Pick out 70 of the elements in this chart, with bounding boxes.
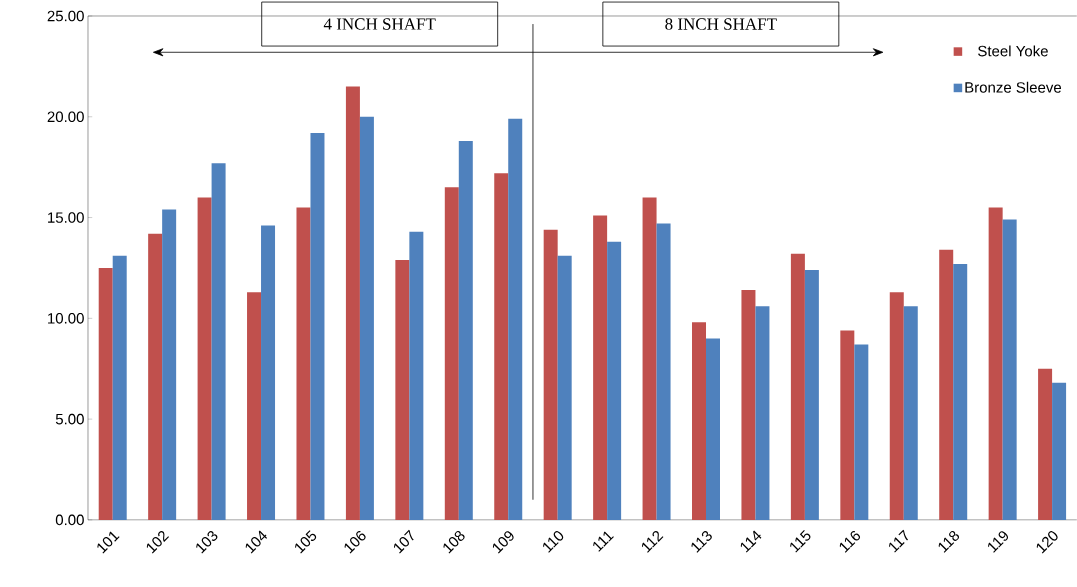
x-tick-label: 101 — [97, 531, 120, 554]
bar — [162, 209, 177, 520]
legend-label: Bronze Sleeve — [965, 81, 1062, 93]
bar — [247, 292, 262, 520]
bar — [790, 253, 805, 520]
bar — [1052, 382, 1067, 520]
bar — [508, 118, 523, 520]
bar — [903, 306, 918, 520]
y-tick-label: 25.00 — [47, 10, 84, 22]
bar — [310, 132, 325, 520]
x-tick-label: 120 — [1036, 531, 1058, 554]
bar — [741, 290, 756, 520]
bar — [706, 338, 720, 520]
bar — [211, 163, 226, 520]
bar — [543, 229, 558, 520]
x-tick-label: 106 — [344, 530, 366, 554]
bar — [1002, 219, 1017, 520]
bar — [953, 263, 968, 520]
x-tick-label: 119 — [988, 531, 1009, 553]
bar — [112, 255, 127, 520]
x-tick-label: 111 — [593, 531, 614, 552]
x-tick-label: 109 — [492, 531, 514, 554]
bar — [607, 241, 622, 520]
annotation: 4 INCH SHAFT — [323, 18, 436, 30]
x-tick-label: 113 — [691, 531, 712, 553]
bar — [444, 187, 459, 520]
bar — [854, 344, 869, 520]
x-tick-label: 102 — [146, 530, 170, 554]
x-tick-label: 115 — [790, 530, 811, 553]
legend-label: Steel Yoke — [978, 45, 1048, 57]
x-tick-label: 107 — [393, 529, 414, 554]
bar — [98, 268, 113, 520]
y-tick-label: 15.00 — [48, 212, 84, 223]
x-tick-label: 116 — [839, 530, 861, 553]
bar — [359, 116, 374, 520]
x-tick-label: 105 — [295, 530, 317, 554]
bar — [593, 215, 608, 520]
bar — [261, 225, 276, 520]
y-tick-label: 20.00 — [47, 111, 84, 123]
bar — [395, 259, 410, 520]
x-tick-label: 112 — [641, 530, 664, 553]
bar — [148, 233, 163, 520]
bar — [840, 330, 855, 520]
y-tick-label: 10.00 — [48, 313, 84, 324]
bar — [1038, 368, 1053, 520]
bar — [458, 141, 473, 520]
bar — [409, 231, 424, 520]
bar — [939, 249, 954, 520]
annotation: 8 INCH SHAFT — [665, 18, 777, 30]
y-tick-label: 0.00 — [55, 514, 84, 526]
bar — [494, 173, 509, 520]
bar — [197, 197, 212, 520]
bar — [755, 306, 770, 520]
x-tick-label: 117 — [889, 529, 909, 553]
y-tick-label: 5.00 — [55, 413, 84, 425]
bar — [889, 292, 904, 520]
x-tick-label: 118 — [938, 530, 960, 553]
x-tick-label: 104 — [245, 530, 268, 554]
x-tick-label: 110 — [543, 531, 564, 553]
x-tick-label: 103 — [196, 531, 218, 554]
bar — [988, 207, 1003, 520]
bar — [656, 223, 671, 520]
bar — [692, 322, 706, 520]
x-tick-label: 108 — [443, 530, 465, 554]
bar — [642, 197, 657, 520]
bar — [804, 270, 819, 520]
bar — [296, 207, 311, 520]
bar — [557, 255, 572, 520]
bar — [345, 86, 360, 520]
x-tick-label: 114 — [740, 530, 762, 553]
